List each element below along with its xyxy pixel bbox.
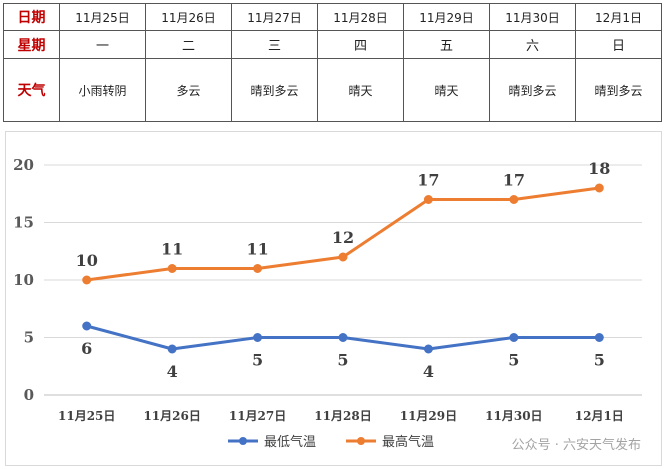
weather-cell: 小雨转阴 xyxy=(59,58,146,122)
data-label: 18 xyxy=(588,159,610,178)
weekday-row: 星期 一 二 三 四 五 六 日 xyxy=(3,30,662,59)
y-tick-label: 0 xyxy=(24,386,34,404)
date-cell: 11月25日 xyxy=(59,3,146,31)
weekday-cell: 一 xyxy=(59,30,146,59)
data-point xyxy=(253,333,263,342)
x-tick-label: 11月30日 xyxy=(485,409,542,423)
x-tick-label: 11月26日 xyxy=(143,409,200,423)
weekday-cell: 三 xyxy=(231,30,318,59)
data-label: 4 xyxy=(423,362,434,381)
weather-cell: 多云 xyxy=(145,58,232,122)
y-tick-label: 15 xyxy=(13,214,34,232)
data-label: 6 xyxy=(81,339,92,358)
data-label: 5 xyxy=(508,351,519,370)
temperature-chart-svg: 0 5 10 15 20 11月25日 11月26日 11月27日 11月28日 11月29日 11… xyxy=(13,156,642,450)
weekday-cell: 日 xyxy=(575,30,662,59)
watermark: 公众号 · 六安天气发布 xyxy=(511,438,641,453)
legend-marker xyxy=(357,437,365,445)
data-point xyxy=(594,183,604,193)
legend-marker xyxy=(239,437,247,445)
data-label: 5 xyxy=(337,351,348,370)
data-label: 17 xyxy=(503,171,525,190)
weather-cell: 晴天 xyxy=(403,58,490,122)
weekday-cell: 四 xyxy=(317,30,404,59)
y-tick-label: 5 xyxy=(24,329,34,347)
data-point xyxy=(423,344,433,354)
x-tick-label: 11月27日 xyxy=(229,409,286,423)
temperature-chart: 0 5 10 15 20 11月25日 11月26日 11月27日 11月28日 11月29日 11… xyxy=(5,131,662,466)
weekday-cell: 五 xyxy=(403,30,490,59)
x-tick-label: 11月25日 xyxy=(58,409,115,423)
data-label: 11 xyxy=(246,240,268,259)
weather-cell: 晴到多云 xyxy=(489,58,576,122)
data-point xyxy=(253,264,263,273)
weather-cell: 晴到多云 xyxy=(231,58,318,122)
data-label: 4 xyxy=(167,362,178,381)
weather-row: 天气 小雨转阴 多云 晴到多云 晴天 晴天 晴到多云 晴到多云 xyxy=(3,58,662,122)
data-point xyxy=(509,195,519,204)
weekday-cell: 二 xyxy=(145,30,232,59)
data-label: 5 xyxy=(594,351,605,370)
weather-cell: 晴天 xyxy=(317,58,404,122)
date-cell: 11月29日 xyxy=(403,3,490,31)
data-point xyxy=(167,344,177,354)
date-cell: 11月27日 xyxy=(231,3,318,31)
weekday-header: 星期 xyxy=(3,30,60,59)
x-tick-label: 11月29日 xyxy=(400,409,457,423)
data-point xyxy=(594,333,604,342)
legend-label: 最高气温 xyxy=(382,434,434,450)
data-label: 10 xyxy=(76,251,98,270)
legend-label: 最低气温 xyxy=(264,434,316,450)
data-point xyxy=(82,321,92,331)
data-point xyxy=(338,252,348,262)
data-point xyxy=(82,275,92,285)
date-cell: 11月28日 xyxy=(317,3,404,31)
weather-header: 天气 xyxy=(3,58,60,122)
weekday-cell: 六 xyxy=(489,30,576,59)
data-point xyxy=(167,264,177,273)
data-label: 17 xyxy=(417,171,439,190)
date-cell: 12月1日 xyxy=(575,3,662,31)
data-point xyxy=(509,333,519,342)
date-header: 日期 xyxy=(3,3,60,31)
forecast-table: 日期 11月25日 11月26日 11月27日 11月28日 11月29日 11… xyxy=(3,3,662,122)
x-tick-label: 12月1日 xyxy=(575,409,624,423)
data-label: 11 xyxy=(161,240,183,259)
x-tick-label: 11月28日 xyxy=(314,409,371,423)
date-cell: 11月30日 xyxy=(489,3,576,31)
data-label: 5 xyxy=(252,351,263,370)
weather-cell: 晴到多云 xyxy=(575,58,662,122)
data-point xyxy=(423,195,433,204)
data-label: 12 xyxy=(332,228,354,247)
date-row: 日期 11月25日 11月26日 11月27日 11月28日 11月29日 11… xyxy=(3,3,662,31)
y-tick-label: 20 xyxy=(13,156,34,174)
y-tick-label: 10 xyxy=(13,271,34,289)
date-cell: 11月26日 xyxy=(145,3,232,31)
data-point xyxy=(338,333,348,342)
